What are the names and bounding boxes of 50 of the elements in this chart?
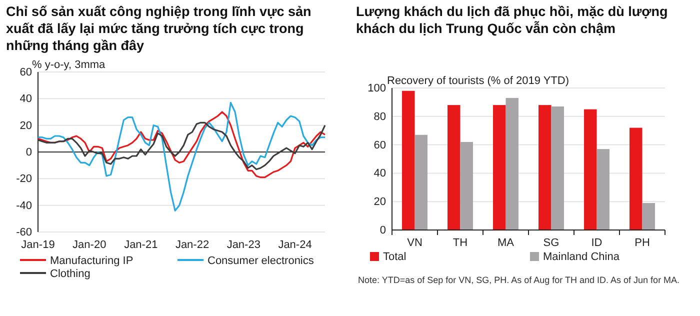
x-tick-label: SG [543,236,560,249]
x-tick-label: Jan-22 [175,239,210,251]
bar [538,105,552,230]
chart-title: Chỉ số sản xuất công nghiệp trong lĩnh vực sản xuất đã lấy lại mức tăng trưởng tích cực trong những tháng gần đây [6,4,312,53]
bar [414,134,428,230]
bar [460,142,473,230]
y-tick-label: 40 [374,168,386,180]
x-tick-label: MA [498,236,515,249]
bar [630,128,642,230]
y-axis-title: Recovery of tourists (% of 2019 YTD) [387,75,569,87]
y-tick-label: 60 [374,139,386,152]
y-tick-label: 80 [374,110,386,123]
line-series [37,102,326,212]
y-tick-label: 100 [368,82,386,95]
bar [448,105,460,230]
bar [551,106,564,230]
x-tick-label: TH [452,236,468,249]
bar [506,98,518,230]
y-tick-label: 40 [20,93,32,106]
text: Note: YTD=as of Sep for VN, SG, PH. As of Aug for TH and ID. As of Jun for MA. [358,275,680,285]
x-tick-label: ID [591,236,602,249]
bar [402,90,415,230]
legend-label: Manufacturing IP [50,255,134,267]
y-tick-label: -40 [16,200,32,212]
line-series [37,122,326,170]
legend-label: Total [383,251,406,263]
x-tick-label: Jan-19 [21,239,55,251]
y-tick-label: -60 [16,226,32,239]
bar [642,203,655,230]
y-axis-title: % y-o-y, 3mma [32,59,106,71]
bar [596,149,610,230]
x-tick-label: Jan-24 [278,239,312,251]
y-tick-label: 0 [380,224,386,237]
y-tick-label: 0 [26,146,32,159]
legend-label: Consumer electronics [208,255,314,267]
x-tick-label: Jan-23 [226,239,260,251]
x-tick-label: PH [634,236,650,249]
y-tick-label: 60 [20,66,32,79]
y-tick-label: 20 [374,196,386,208]
x-tick-label: VN [407,236,422,249]
chart-title: Lượng khách du lịch đã phục hồi, mặc dù lượng khách du lịch Trung Quốc vẫn còn chậm [356,4,668,36]
legend-label: Mainland China [543,251,620,263]
x-tick-label: Jan-20 [72,239,106,251]
x-tick-label: Jan-21 [124,239,158,251]
bar [493,105,506,230]
y-tick-label: -20 [16,173,32,186]
line-series [37,111,326,178]
legend-label: Clothing [50,268,90,280]
bar [584,109,597,230]
y-tick-label: 20 [20,120,32,132]
